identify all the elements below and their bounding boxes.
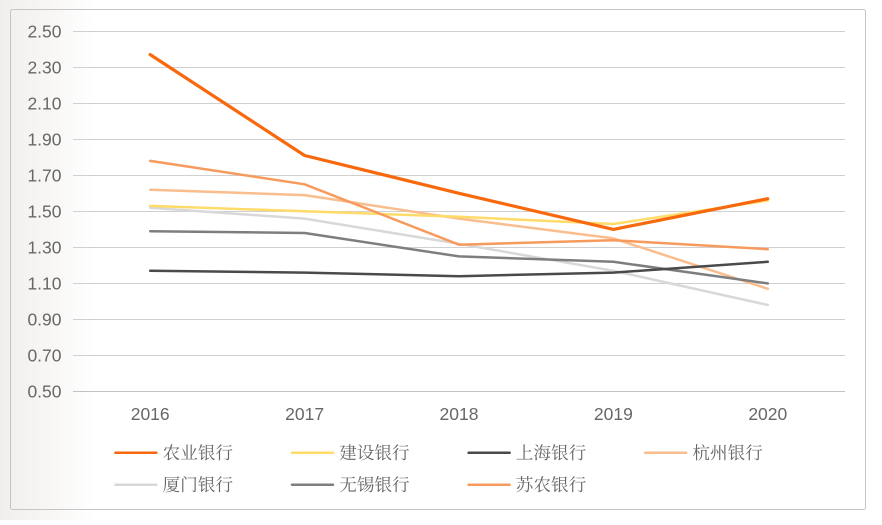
svg-text:1.30: 1.30 <box>27 238 61 258</box>
svg-text:0.70: 0.70 <box>27 346 61 366</box>
svg-text:0.90: 0.90 <box>27 310 61 330</box>
svg-text:2.10: 2.10 <box>27 94 61 114</box>
svg-text:2020: 2020 <box>748 404 787 424</box>
svg-text:2018: 2018 <box>440 404 479 424</box>
svg-text:2016: 2016 <box>131 404 170 424</box>
svg-text:2.50: 2.50 <box>27 21 61 41</box>
svg-text:1.50: 1.50 <box>27 202 61 222</box>
svg-text:1.90: 1.90 <box>27 130 61 150</box>
svg-text:2.30: 2.30 <box>27 57 61 77</box>
svg-text:2019: 2019 <box>594 404 633 424</box>
svg-text:1.10: 1.10 <box>27 274 61 294</box>
svg-text:0.50: 0.50 <box>27 382 61 402</box>
svg-text:1.70: 1.70 <box>27 166 61 186</box>
svg-text:2017: 2017 <box>285 404 324 424</box>
